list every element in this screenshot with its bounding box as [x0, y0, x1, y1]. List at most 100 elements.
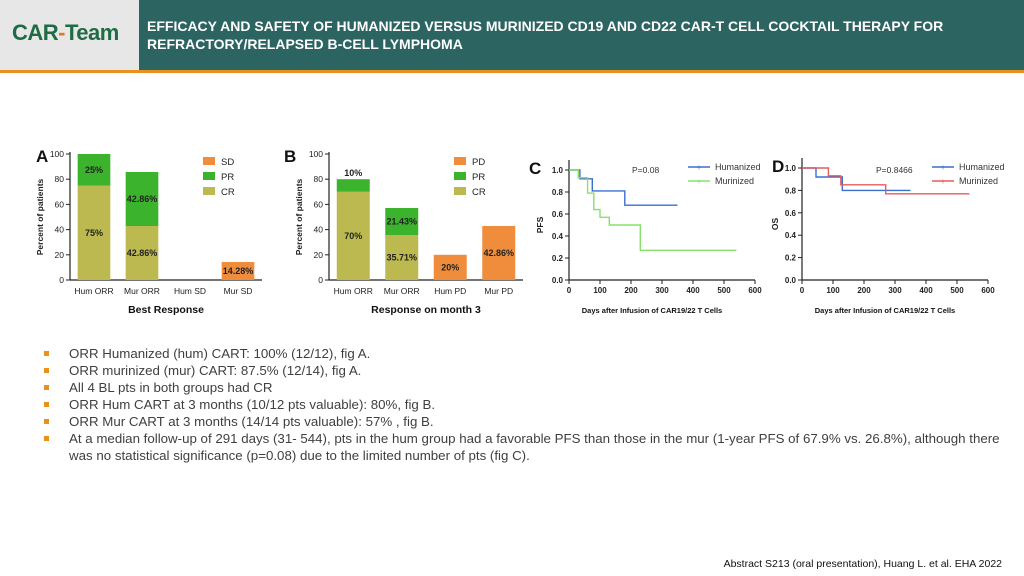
bar-value-label: 42.86% [127, 248, 158, 258]
legend-swatch [454, 187, 466, 195]
legend-label: CR [221, 187, 235, 198]
bar-value-label: 70% [344, 231, 362, 241]
legend-label: SD [221, 157, 234, 168]
bar-value-label: 20% [441, 262, 459, 272]
bar-segment [125, 225, 159, 280]
y-tick-label: 100 [309, 149, 323, 159]
survival-curve [802, 167, 970, 195]
y-tick-label: 20 [314, 250, 324, 260]
legend-marker: + [941, 163, 946, 172]
x-tick-label: 300 [655, 286, 669, 295]
y-tick-label: 0.4 [785, 231, 797, 240]
bullet-marker [44, 402, 49, 407]
y-tick-label: 80 [314, 174, 324, 184]
x-tick-label: Hum PD [434, 286, 466, 296]
y-tick-label: 40 [314, 225, 324, 235]
bullet-marker [44, 436, 49, 441]
bullet-list: ORR Humanized (hum) CART: 100% (12/12), … [40, 345, 1000, 464]
x-axis-title: Best Response [128, 304, 204, 316]
p-value-annotation: P=0.08 [632, 165, 659, 175]
y-tick-label: 20 [55, 250, 65, 260]
bullet-marker [44, 419, 49, 424]
y-tick-label: 60 [55, 199, 65, 209]
header-accent-line [0, 70, 1024, 73]
legend-label: PR [221, 172, 234, 183]
bullet-marker [44, 385, 49, 390]
x-tick-label: 100 [593, 286, 607, 295]
x-axis-title: Response on month 3 [371, 304, 481, 316]
y-tick-label: 0.0 [552, 276, 564, 285]
x-tick-label: 600 [981, 286, 995, 295]
x-axis-title: Days after Infusion of CAR19/22 T Cells [582, 306, 722, 315]
y-tick-label: 1.0 [552, 166, 564, 175]
legend-marker: + [697, 163, 702, 172]
bar-segment [336, 191, 370, 280]
logo: CAR-Team [0, 0, 139, 70]
bullet-item: All 4 BL pts in both groups had CR [40, 379, 1000, 396]
y-tick-label: 60 [314, 199, 324, 209]
bar-value-label: 42.86% [483, 248, 514, 258]
y-axis-title: PFS [535, 216, 545, 233]
bar-segment [482, 225, 516, 280]
bar-segment [385, 208, 419, 236]
legend-label: CR [472, 187, 486, 198]
bar-value-label: 75% [85, 228, 103, 238]
survival-curve [569, 169, 678, 206]
y-tick-label: 0.8 [552, 188, 564, 197]
legend-swatch [454, 172, 466, 180]
bullet-item: ORR Humanized (hum) CART: 100% (12/12), … [40, 345, 1000, 362]
bar-value-label: 21.43% [386, 217, 417, 227]
legend-label: Humanized [715, 162, 761, 172]
bullet-text: ORR Humanized (hum) CART: 100% (12/12), … [69, 346, 371, 361]
bar-value-label: 42.86% [127, 194, 158, 204]
slide-title: EFFICACY AND SAFETY OF HUMANIZED VERSUS … [147, 18, 944, 52]
y-axis-title: Percent of patients [294, 178, 304, 255]
legend-swatch [203, 187, 215, 195]
x-tick-label: 500 [717, 286, 731, 295]
panel-label: B [284, 147, 296, 166]
y-tick-label: 40 [55, 225, 65, 235]
bar-segment [125, 171, 159, 226]
x-tick-label: 300 [888, 286, 902, 295]
bullet-marker [44, 368, 49, 373]
x-tick-label: 400 [686, 286, 700, 295]
panel-label: D [772, 157, 784, 176]
bullet-marker [44, 351, 49, 356]
charts-area: A 0 20 40 60 80 100 Percent of patients Best Res… [35, 147, 1005, 316]
x-tick-label: Mur PD [484, 286, 513, 296]
y-axis-title: OS [770, 218, 780, 231]
legend-swatch [203, 172, 215, 180]
y-tick-label: 0.8 [785, 186, 797, 195]
x-tick-label: Hum ORR [334, 286, 373, 296]
bullet-text: ORR Hum CART at 3 months (10/12 pts valu… [69, 397, 436, 412]
legend-label: Humanized [959, 162, 1005, 172]
bar-segment [433, 254, 467, 280]
bullet-item: ORR murinized (mur) CART: 87.5% (12/14),… [40, 362, 1000, 379]
x-axis-title: Days after Infusion of CAR19/22 T Cells [815, 306, 955, 315]
bar-value-label: 25% [85, 165, 103, 175]
panel-label: C [529, 159, 541, 178]
x-tick-label: Hum ORR [74, 286, 113, 296]
legend-marker: + [941, 177, 946, 186]
bullet-text: ORR murinized (mur) CART: 87.5% (12/14),… [69, 363, 362, 378]
x-tick-label: 500 [950, 286, 964, 295]
x-tick-label: 200 [624, 286, 638, 295]
bullet-text: ORR Mur CART at 3 months (14/14 pts valu… [69, 414, 434, 429]
bar-value-label: 14.28% [223, 266, 254, 276]
bar-value-label: 35.71% [386, 253, 417, 263]
y-tick-label: 0.4 [552, 232, 564, 241]
y-tick-label: 0.6 [785, 209, 797, 218]
x-tick-label: 600 [748, 286, 762, 295]
legend-label: PD [472, 157, 485, 168]
bullet-text: All 4 BL pts in both groups had CR [69, 380, 273, 395]
bullet-item: At a median follow-up of 291 days (31- 5… [40, 430, 1000, 464]
x-tick-label: 200 [857, 286, 871, 295]
legend-label: Murinized [715, 176, 754, 186]
bar-segment [221, 262, 255, 280]
legend-marker: + [697, 177, 702, 186]
y-tick-label: 0.2 [785, 254, 797, 263]
x-tick-label: Mur SD [224, 286, 253, 296]
x-tick-label: 0 [800, 286, 805, 295]
bullet-text: At a median follow-up of 291 days (31- 5… [69, 431, 1000, 463]
legend-swatch [454, 157, 466, 165]
